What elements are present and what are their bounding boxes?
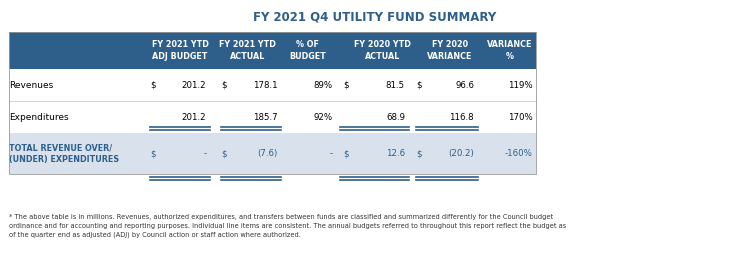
Text: 170%: 170% [508,113,532,122]
Text: 201.2: 201.2 [182,113,206,122]
Text: FY 2021 Q4 UTILITY FUND SUMMARY: FY 2021 Q4 UTILITY FUND SUMMARY [254,11,496,24]
Text: 119%: 119% [508,81,532,90]
Text: $: $ [344,81,349,90]
Text: $: $ [150,81,155,90]
Text: 178.1: 178.1 [253,81,278,90]
Text: 96.6: 96.6 [455,81,474,90]
Text: -160%: -160% [505,149,532,158]
Text: $: $ [221,81,226,90]
Text: % OF
BUDGET: % OF BUDGET [290,40,326,61]
Text: $: $ [416,81,422,90]
Text: FY 2021 YTD
ACTUAL: FY 2021 YTD ACTUAL [219,40,276,61]
Text: 89%: 89% [314,81,332,90]
Text: 201.2: 201.2 [182,81,206,90]
Text: $: $ [416,149,422,158]
Text: 68.9: 68.9 [386,113,405,122]
Text: * The above table is in millions. Revenues, authorized expenditures, and transfe: * The above table is in millions. Revenu… [9,214,566,238]
Text: -: - [203,149,206,158]
Text: 12.6: 12.6 [386,149,405,158]
Text: $: $ [150,149,155,158]
Text: (20.2): (20.2) [448,149,474,158]
Text: (7.6): (7.6) [257,149,278,158]
Text: VARIANCE
%: VARIANCE % [488,40,532,61]
Text: 92%: 92% [314,113,332,122]
Text: 185.7: 185.7 [253,113,278,122]
Text: Revenues: Revenues [9,81,53,90]
Text: FY 2021 YTD
ADJ BUDGET: FY 2021 YTD ADJ BUDGET [152,40,208,61]
Text: Expenditures: Expenditures [9,113,69,122]
Text: 116.8: 116.8 [449,113,474,122]
Text: -: - [329,149,332,158]
Text: $: $ [344,149,349,158]
Text: $: $ [221,149,226,158]
Text: TOTAL REVENUE OVER/
(UNDER) EXPENDITURES: TOTAL REVENUE OVER/ (UNDER) EXPENDITURES [9,144,119,164]
Text: FY 2020 YTD
ACTUAL: FY 2020 YTD ACTUAL [354,40,411,61]
Text: 81.5: 81.5 [386,81,405,90]
Text: FY 2020
VARIANCE: FY 2020 VARIANCE [427,40,472,61]
